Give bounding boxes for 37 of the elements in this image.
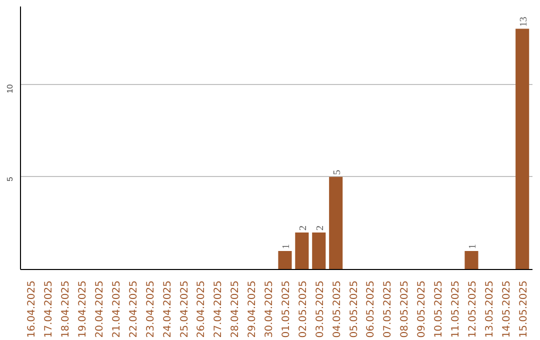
x-tick-label: 24.04.2025 — [162, 280, 174, 338]
x-tick-label: 08.05.2025 — [400, 280, 411, 338]
data-label: 1 — [280, 244, 292, 249]
x-tick-label: 06.05.2025 — [366, 280, 377, 338]
x-tick-label: 12.05.2025 — [467, 280, 478, 338]
x-tick-label: 30.04.2025 — [264, 280, 276, 338]
x-tick-label: 04.05.2025 — [332, 280, 343, 338]
x-tick-label: 13.05.2025 — [484, 280, 496, 338]
data-label: 5 — [332, 170, 343, 175]
x-tick-label: 25.04.2025 — [179, 280, 190, 338]
x-tick-label: 02.05.2025 — [298, 280, 309, 338]
x-tick-label: 03.05.2025 — [314, 280, 326, 338]
x-tick-label: 14.05.2025 — [501, 280, 512, 338]
x-tick-label: 29.04.2025 — [247, 280, 258, 338]
x-tick-label: 22.04.2025 — [128, 280, 140, 338]
x-tick-label: 27.04.2025 — [213, 280, 224, 338]
x-tick-label: 01.05.2025 — [280, 280, 292, 338]
x-tick-label: 21.04.2025 — [111, 280, 122, 338]
x-tick-label: 10.05.2025 — [434, 280, 445, 338]
x-tick-label: 26.04.2025 — [196, 280, 208, 338]
data-label: 13 — [518, 16, 530, 27]
x-tick-label: 15.05.2025 — [518, 280, 530, 338]
data-label: 1 — [467, 244, 478, 249]
x-tick-label: 16.04.2025 — [26, 280, 38, 338]
x-tick-label: 11.05.2025 — [450, 280, 462, 338]
x-tick-label: 09.05.2025 — [416, 280, 428, 338]
x-tick-label: 05.05.2025 — [348, 280, 360, 338]
data-label: 2 — [298, 225, 309, 230]
data-label: 2 — [314, 225, 326, 230]
x-tick-label: 19.04.2025 — [78, 280, 89, 338]
x-tick-label: 23.04.2025 — [145, 280, 156, 338]
y-tick-label: 10 — [6, 84, 14, 94]
x-tick-label: 07.05.2025 — [382, 280, 394, 338]
x-tick-label: 28.04.2025 — [230, 280, 242, 338]
x-tick-label: 18.04.2025 — [60, 280, 72, 338]
x-tick-label: 17.04.2025 — [44, 280, 55, 338]
x-tick-label: 20.04.2025 — [94, 280, 106, 338]
